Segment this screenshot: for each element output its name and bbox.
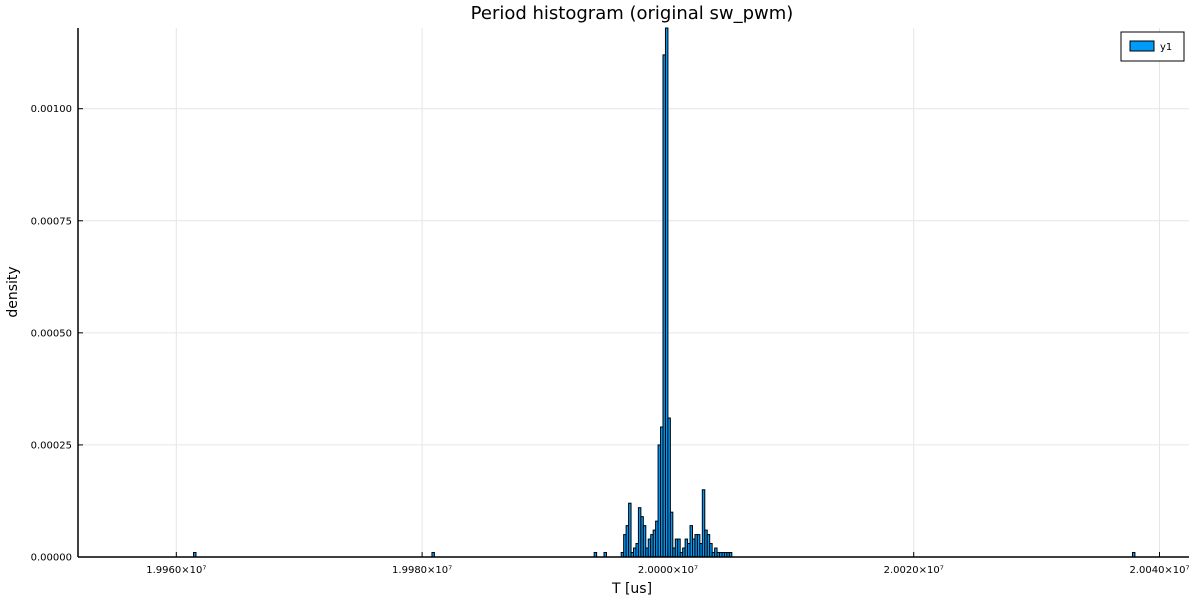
axes (77, 28, 1189, 558)
x-tick-labels: 1.9960×10⁷ 1.9980×10⁷ 2.0000×10⁷ 2.0020×10⁷… (146, 565, 1189, 576)
y-axis-label: density (5, 266, 21, 317)
legend-label: y1 (1160, 42, 1172, 53)
chart-title: Period histogram (original sw_pwm) (471, 3, 794, 24)
histogram-bar (628, 502, 632, 558)
x-tick-label: 1.9960×10⁷ (146, 565, 206, 576)
x-tick-label: 2.0020×10⁷ (884, 565, 944, 576)
y-tick-label: 0.00050 (31, 328, 72, 339)
legend: y1 (1120, 31, 1185, 62)
legend-swatch (1129, 40, 1155, 52)
x-axis-label: T [us] (611, 581, 652, 597)
x-tick-label: 1.9980×10⁷ (392, 565, 452, 576)
y-tick-label: 0.00100 (31, 104, 72, 115)
y-tick-labels: 0.00000 0.00025 0.00050 0.00075 0.00100 (31, 104, 72, 563)
y-tick-label: 0.00075 (31, 216, 72, 227)
x-tick-label: 2.0000×10⁷ (638, 565, 698, 576)
x-tick-label: 2.0040×10⁷ (1129, 565, 1189, 576)
y-tick-label: 0.00000 (31, 553, 72, 564)
y-tick-label: 0.00025 (31, 440, 72, 451)
